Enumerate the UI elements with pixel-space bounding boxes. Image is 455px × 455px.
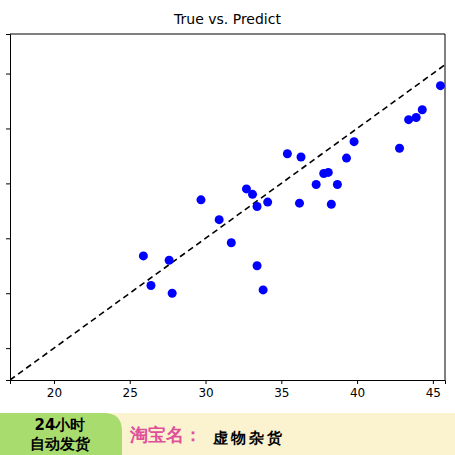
y-tick-mark — [6, 183, 10, 184]
point — [436, 81, 445, 90]
point — [227, 238, 236, 247]
x-tick-label: 40 — [350, 386, 365, 400]
y-tick — [6, 238, 10, 239]
point — [324, 168, 333, 177]
point — [168, 289, 177, 298]
y-tick-mark — [6, 74, 10, 75]
x-tick-label: 25 — [123, 386, 138, 400]
y-tick-mark — [6, 128, 10, 129]
frame-top — [10, 34, 445, 35]
y-tick-mark — [6, 348, 10, 349]
point — [295, 199, 304, 208]
y-axis-line — [6, 35, 11, 381]
point — [215, 215, 224, 224]
point — [253, 202, 262, 211]
point — [350, 137, 359, 146]
x-tick-label: 20 — [47, 386, 62, 400]
banner-text: 虚物杂货 — [212, 429, 285, 447]
y-tick — [6, 293, 10, 294]
y-tick — [6, 74, 10, 75]
x-tick-mark — [206, 380, 207, 384]
point — [333, 180, 342, 189]
point — [196, 195, 205, 204]
x-tick: 25 — [123, 380, 138, 400]
point — [165, 256, 174, 265]
x-tick: 20 — [47, 380, 62, 400]
point — [146, 281, 155, 290]
x-tick-mark — [54, 380, 55, 384]
y-tick — [6, 128, 10, 129]
point — [418, 105, 427, 114]
banner-ground — [0, 413, 455, 455]
point — [404, 115, 413, 124]
point — [395, 144, 404, 153]
point — [297, 153, 306, 162]
y-tick-mark — [6, 293, 10, 294]
x-tick-mark — [433, 380, 434, 384]
x-tick-mark — [281, 380, 282, 384]
y-tick — [6, 348, 10, 349]
point — [327, 200, 336, 209]
x-axis-line — [11, 381, 446, 385]
x-tick-mark — [357, 380, 358, 384]
point — [312, 180, 321, 189]
point — [253, 261, 262, 270]
x-tick-label: 30 — [198, 386, 213, 400]
x-tick-label: 45 — [426, 386, 441, 400]
x-tick-mark — [130, 380, 131, 384]
banner-text: 淘宝名： — [129, 424, 202, 445]
x-axis: 20 25 30 35 40 45 — [11, 380, 446, 400]
banner-badge — [0, 413, 122, 455]
point — [263, 198, 272, 207]
y-tick-mark — [6, 238, 10, 239]
banner-text: 自动发货 — [30, 435, 91, 453]
title: True vs. Predict — [173, 11, 281, 27]
reference-line — [10, 34, 445, 380]
point — [248, 190, 257, 199]
chart: True vs. Predict 20 25 30 35 40 45 24小时自动发货 淘宝名：… — [0, 0, 455, 455]
point — [139, 251, 148, 260]
plot-area — [10, 34, 445, 380]
point — [259, 285, 268, 294]
point — [283, 149, 292, 158]
x-tick: 45 — [426, 380, 441, 400]
x-tick: 35 — [274, 380, 289, 400]
y-tick — [6, 183, 10, 184]
point — [412, 113, 421, 122]
x-tick: 30 — [198, 380, 213, 400]
point — [342, 154, 351, 163]
banner-text: 24小时 — [35, 416, 86, 434]
x-tick-label: 35 — [274, 386, 289, 400]
x-tick: 40 — [350, 380, 365, 400]
y-axis — [6, 35, 11, 381]
